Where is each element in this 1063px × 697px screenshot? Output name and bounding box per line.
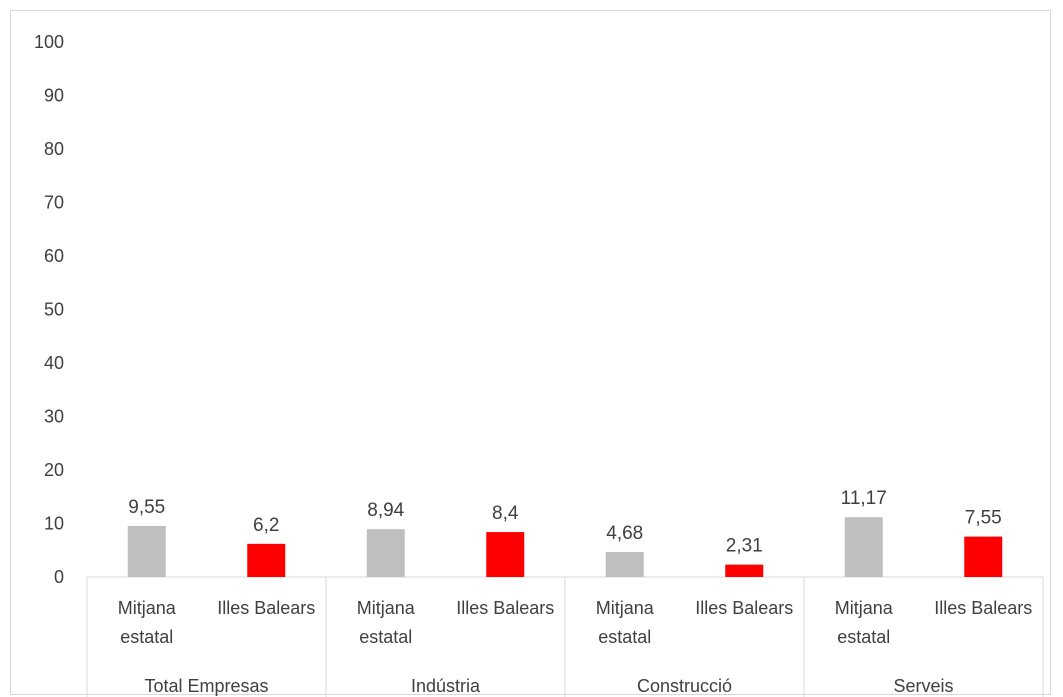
category-label: estatal xyxy=(120,627,173,647)
y-tick-label: 0 xyxy=(54,567,64,587)
y-tick-label: 70 xyxy=(44,193,64,213)
category-label: Mitjana xyxy=(596,598,655,618)
category-label: estatal xyxy=(598,627,651,647)
data-label: 6,2 xyxy=(253,515,279,536)
group-label: Total Empresas xyxy=(144,676,268,696)
bar xyxy=(844,517,883,577)
data-label: 9,55 xyxy=(128,497,165,518)
category-label: Illes Balears xyxy=(217,598,315,618)
category-label: estatal xyxy=(359,627,412,647)
y-tick-label: 10 xyxy=(44,514,64,534)
group-label: Indústria xyxy=(411,676,481,696)
category-label: Mitjana xyxy=(357,598,416,618)
y-tick-label: 90 xyxy=(44,86,64,106)
data-label: 8,94 xyxy=(367,500,404,521)
category-label: Mitjana xyxy=(118,598,177,618)
category-label: Mitjana xyxy=(835,598,894,618)
category-label: estatal xyxy=(837,627,890,647)
y-tick-label: 50 xyxy=(44,300,64,320)
category-label: Illes Balears xyxy=(934,598,1032,618)
data-label: 4,68 xyxy=(606,523,643,544)
data-label: 2,31 xyxy=(726,536,763,557)
category-label: Illes Balears xyxy=(695,598,793,618)
bar xyxy=(964,536,1003,577)
bar xyxy=(127,525,166,577)
y-tick-label: 40 xyxy=(44,353,64,373)
data-label: 11,17 xyxy=(841,488,887,509)
group-label: Construcció xyxy=(637,676,732,696)
group-label: Serveis xyxy=(893,676,953,696)
y-tick-label: 30 xyxy=(44,407,64,427)
data-label: 8,4 xyxy=(492,503,519,524)
bar xyxy=(366,529,405,577)
y-tick-label: 60 xyxy=(44,246,64,266)
y-tick-label: 80 xyxy=(44,139,64,159)
data-label: 7,55 xyxy=(965,508,1002,529)
category-label: Illes Balears xyxy=(456,598,554,618)
bar xyxy=(486,532,525,577)
y-tick-label: 20 xyxy=(44,460,64,480)
bar xyxy=(605,551,644,577)
bar xyxy=(247,543,286,577)
chart-frame xyxy=(10,10,1051,695)
y-tick-label: 100 xyxy=(34,32,64,52)
bar xyxy=(725,564,764,577)
